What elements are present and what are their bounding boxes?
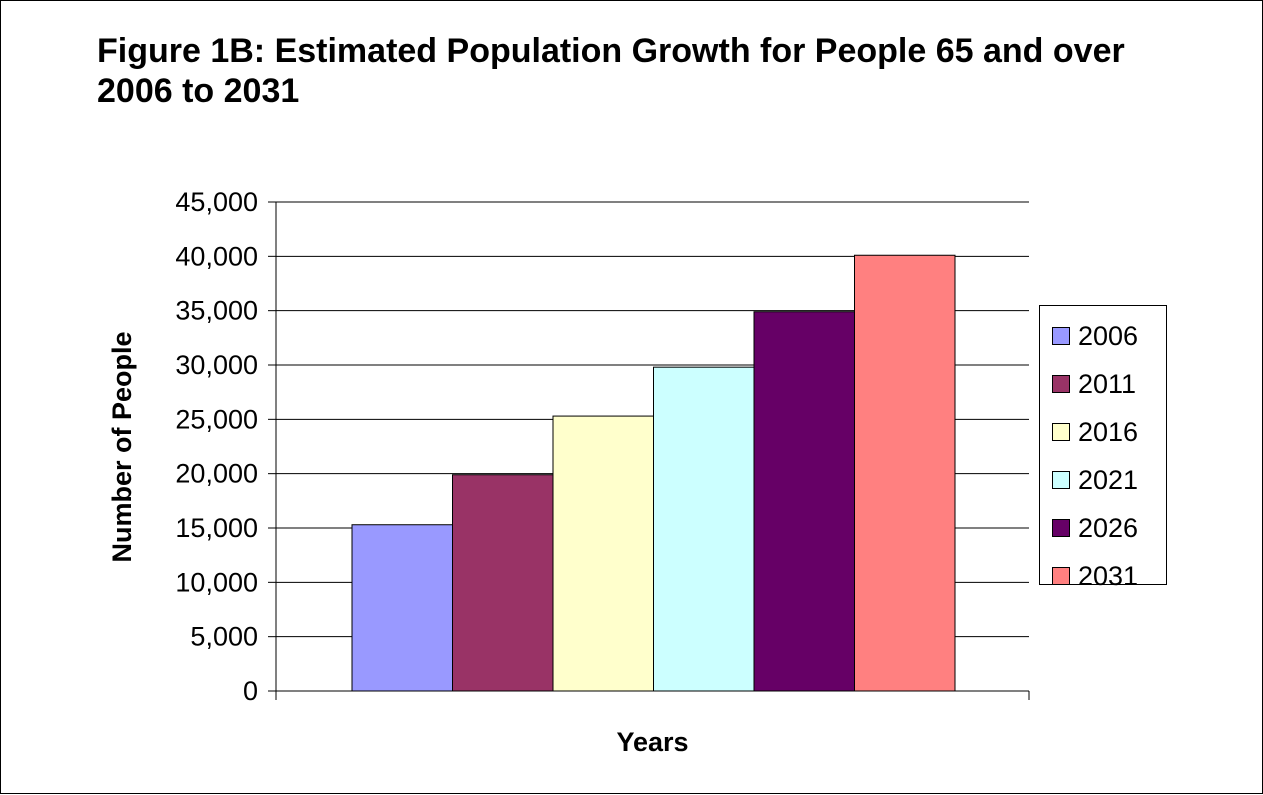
bar-2026 xyxy=(753,311,855,692)
y-tick-label: 20,000 xyxy=(175,459,258,489)
legend-label: 2006 xyxy=(1078,320,1139,351)
y-axis-label: Number of People xyxy=(107,331,137,562)
y-tick-label: 10,000 xyxy=(175,567,258,597)
y-tick-label: 25,000 xyxy=(175,404,258,434)
legend-label: 2011 xyxy=(1078,368,1137,399)
y-tick-label: 35,000 xyxy=(175,296,258,326)
legend-item-2016: 2016 xyxy=(1040,408,1166,456)
legend-swatch xyxy=(1052,423,1070,441)
y-tick-label: 15,000 xyxy=(175,513,258,543)
x-axis-label: Years xyxy=(616,727,688,757)
legend-item-2011: 2011 xyxy=(1040,360,1166,408)
y-tick-label: 45,000 xyxy=(175,187,258,217)
legend-label: 2016 xyxy=(1078,416,1139,447)
legend-swatch xyxy=(1052,519,1070,537)
legend-item-2031: 2031 xyxy=(1040,552,1166,600)
chart-legend: 2006 2011 2016 2021 2026 2031 xyxy=(1039,305,1167,591)
chart-title: Figure 1B: Estimated Population Growth f… xyxy=(97,32,1125,110)
legend-swatch xyxy=(1052,375,1070,393)
bar-2031 xyxy=(854,254,956,692)
legend-item-2006: 2006 xyxy=(1040,312,1166,360)
y-tick-label: 30,000 xyxy=(175,350,258,380)
bar-2016 xyxy=(552,415,654,692)
bar-2021 xyxy=(653,366,755,692)
y-tick-label: 40,000 xyxy=(175,241,258,271)
legend-label: 2031 xyxy=(1078,560,1139,591)
y-tick-label: 5,000 xyxy=(190,622,258,652)
legend-swatch xyxy=(1052,327,1070,345)
legend-swatch xyxy=(1052,471,1070,489)
legend-item-2026: 2026 xyxy=(1040,504,1166,552)
bar-2011 xyxy=(452,474,554,692)
legend-swatch xyxy=(1052,567,1070,585)
y-tick-label: 0 xyxy=(243,676,258,706)
bar-2006 xyxy=(351,524,453,692)
legend-label: 2026 xyxy=(1078,512,1139,543)
legend-label: 2021 xyxy=(1078,464,1139,495)
legend-item-2021: 2021 xyxy=(1040,456,1166,504)
